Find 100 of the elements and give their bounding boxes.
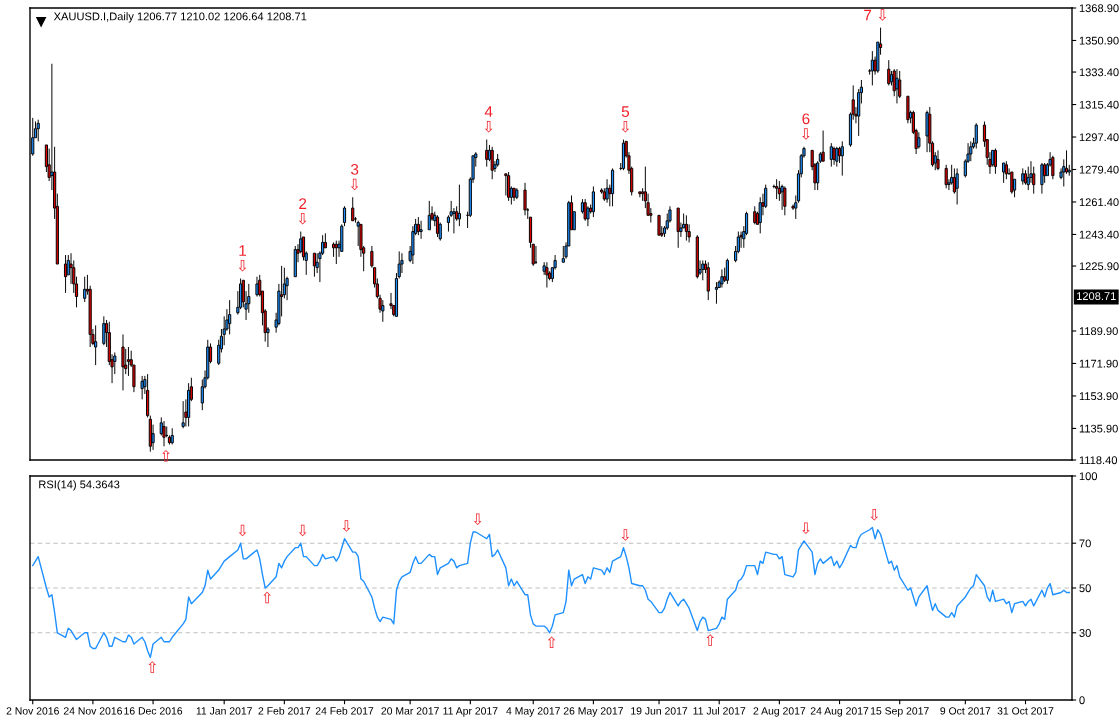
annotation: 1 ⇩ [238,245,247,272]
candlestick [162,420,166,447]
x-tick-label: 16 Dec 2016 [124,707,183,715]
candlestick [784,185,786,216]
candlestick [780,184,784,211]
candlestick [523,182,527,216]
candlestick [419,220,423,240]
candlestick [381,299,385,323]
y-tick-label: 1297.40 [1079,133,1119,142]
x-tick-label: 2 Feb 2017 [258,706,311,715]
candlestick [146,373,150,418]
candlestick [1040,162,1044,195]
x-tick-label: 24 Feb 2017 [315,706,374,715]
y-tick-label: 1118.40 [1079,456,1118,465]
y-tick-label: 1315.40 [1079,100,1119,109]
x-tick-label: 2 Nov 2016 [6,707,59,715]
y-tick-label: 1368.90 [1079,4,1119,13]
annotation: 1208.71 [1077,292,1116,301]
candlestick [427,200,431,231]
y-tick-label: 30 [1079,629,1091,637]
candlestick [895,68,899,104]
candlestick [758,196,762,234]
y-tick-label: 1225.90 [1079,262,1119,271]
annotation: 3 ⇩ [350,163,359,191]
candlestick [918,131,920,150]
y-tick-label: 1350.90 [1079,36,1119,45]
candlestick [969,140,973,162]
annotation: ⇩ [870,509,879,521]
candlestick [485,139,489,168]
candlestick [898,70,902,99]
y-tick-label: 1261.40 [1079,198,1119,207]
candlestick [1004,160,1008,180]
y-tick-label: 1189.90 [1079,327,1118,336]
annotation: ⇩ [473,513,482,526]
candlestick [706,261,710,301]
y-tick-label: 1135.90 [1079,424,1118,433]
candlestick [1002,162,1006,184]
y-tick-label: 1243.40 [1079,230,1119,239]
candlestick [36,119,40,142]
annotation: ⇧ [706,634,714,646]
annotation: ⇩ [621,529,630,541]
y-tick-label: 1153.90 [1079,392,1118,401]
candlestick [496,153,500,168]
candlestick [944,164,948,189]
annotation: 5 ⇩ [621,106,630,133]
candlestick [955,167,959,205]
y-tick-label: 50 [1079,584,1091,593]
candlestick [676,207,680,249]
annotation: 4 ⇩ [484,106,493,133]
candlestick [490,146,494,180]
candlestick [1021,167,1025,186]
candlestick [701,259,705,281]
candlestick [832,146,836,166]
candlestick [342,205,347,227]
annotation: ⇧ [263,591,271,604]
candlestick [561,245,565,263]
candlestick [657,214,661,236]
candlestick [821,130,825,162]
chart-title: XAUUSD.I,Daily 1206.77 1210.02 1206.64 1208.71 [53,12,307,23]
candlestick [753,205,757,225]
candlestick [181,400,185,429]
candlestick [170,427,174,445]
candlestick [228,299,232,335]
candlestick [140,375,144,400]
x-tick-label: 4 May 2017 [506,707,560,717]
x-tick-label: 11 Jan 2017 [196,707,252,715]
candlestick [512,187,516,202]
annotation: 2 ⇩ [298,198,307,225]
x-tick-label: 19 Jun 2017 [631,707,688,715]
candlestick [187,382,191,427]
annotation: ⇧ [148,661,157,673]
y-tick-label: 0 [1079,696,1085,705]
candlestick [605,178,609,204]
candlestick [1010,171,1014,195]
annotation: 6 ⇩ [802,113,810,140]
y-tick-label: 70 [1079,539,1091,548]
candlestick [720,268,724,288]
x-tick-label: 31 Oct 2017 [997,707,1054,715]
x-tick-label: 15 Sep 2017 [870,707,929,717]
y-tick-label: 100 [1079,472,1098,481]
y-tick-label: 1171.90 [1079,359,1118,368]
candlestick [457,184,461,227]
candlestick [936,149,940,171]
x-tick-label: 9 Oct 2017 [940,707,991,715]
annotation: ⇩ [298,524,307,537]
annotation: ⇩ [802,522,810,534]
annotation: ⇩ [238,524,247,537]
candlestick [293,245,297,278]
candlestick [352,196,354,222]
candlestick [835,146,839,168]
candlestick [534,245,538,265]
annotation: ⇧ [162,450,170,462]
candlestick [906,95,910,124]
y-tick-label: 1279.40 [1079,165,1119,174]
candlestick [255,276,259,298]
candlestick [334,240,338,265]
annotation: ⇧ [547,636,556,649]
candlestick [94,324,98,366]
x-tick-label: 26 May 2017 [563,707,623,717]
annotation: ⇩ [342,520,351,532]
